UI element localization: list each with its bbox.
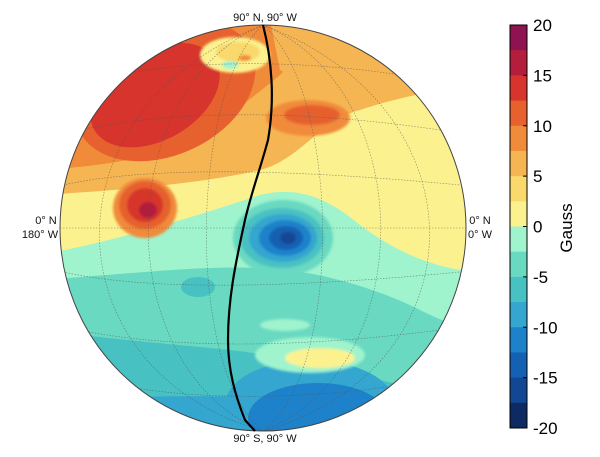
- colorbar: [509, 24, 528, 429]
- colorbar-segment: [510, 276, 527, 303]
- colorbar-segment: [510, 352, 527, 379]
- colorbar-segment: [510, 377, 527, 404]
- colorbar-segment: [510, 226, 527, 253]
- colorbar-segment: [510, 327, 527, 353]
- colorbar-segment: [510, 402, 527, 429]
- south-pole-label: 90° S, 90° W: [233, 433, 297, 445]
- colorbar-tick-label: -10: [533, 318, 558, 337]
- colorbar-unit-label: Gauss: [557, 203, 576, 252]
- left-lon-label: 180° W: [22, 229, 59, 241]
- colorbar-tick-label: -5: [533, 268, 548, 287]
- colorbar-segment: [510, 50, 527, 76]
- colorbar-segment: [510, 125, 527, 152]
- colorbar-segment: [510, 100, 527, 127]
- colorbar-tick-label: 0: [533, 218, 542, 237]
- colorbar-segment: [510, 251, 527, 278]
- colorbar-tick-label: 15: [533, 66, 552, 85]
- colorbar-tick-label: 5: [533, 167, 542, 186]
- colorbar-segment: [510, 201, 527, 227]
- colorbar-tick-label: 10: [533, 117, 552, 136]
- graticule-lines: [60, 25, 466, 431]
- colorbar-segment: [510, 176, 527, 202]
- colorbar-tick-label: -20: [533, 419, 558, 438]
- right-lon-label: 0° W: [468, 229, 493, 241]
- colorbar-segment: [510, 25, 527, 51]
- left-lat-label: 0° N: [35, 215, 57, 227]
- colorbar-segment: [510, 75, 527, 102]
- colorbar-ticks: 20 15 10 5 0 -5 -10 -15 -20: [523, 16, 558, 438]
- colorbar-segment: [510, 150, 527, 177]
- colorbar-tick-label: -15: [533, 369, 558, 388]
- right-lat-label: 0° N: [469, 215, 491, 227]
- colorbar-tick-label: 20: [533, 16, 552, 35]
- globe-disc: [60, 25, 466, 431]
- colorbar-segment: [510, 302, 527, 328]
- north-pole-label: 90° N, 90° W: [233, 12, 297, 24]
- track-line: [226, 24, 273, 432]
